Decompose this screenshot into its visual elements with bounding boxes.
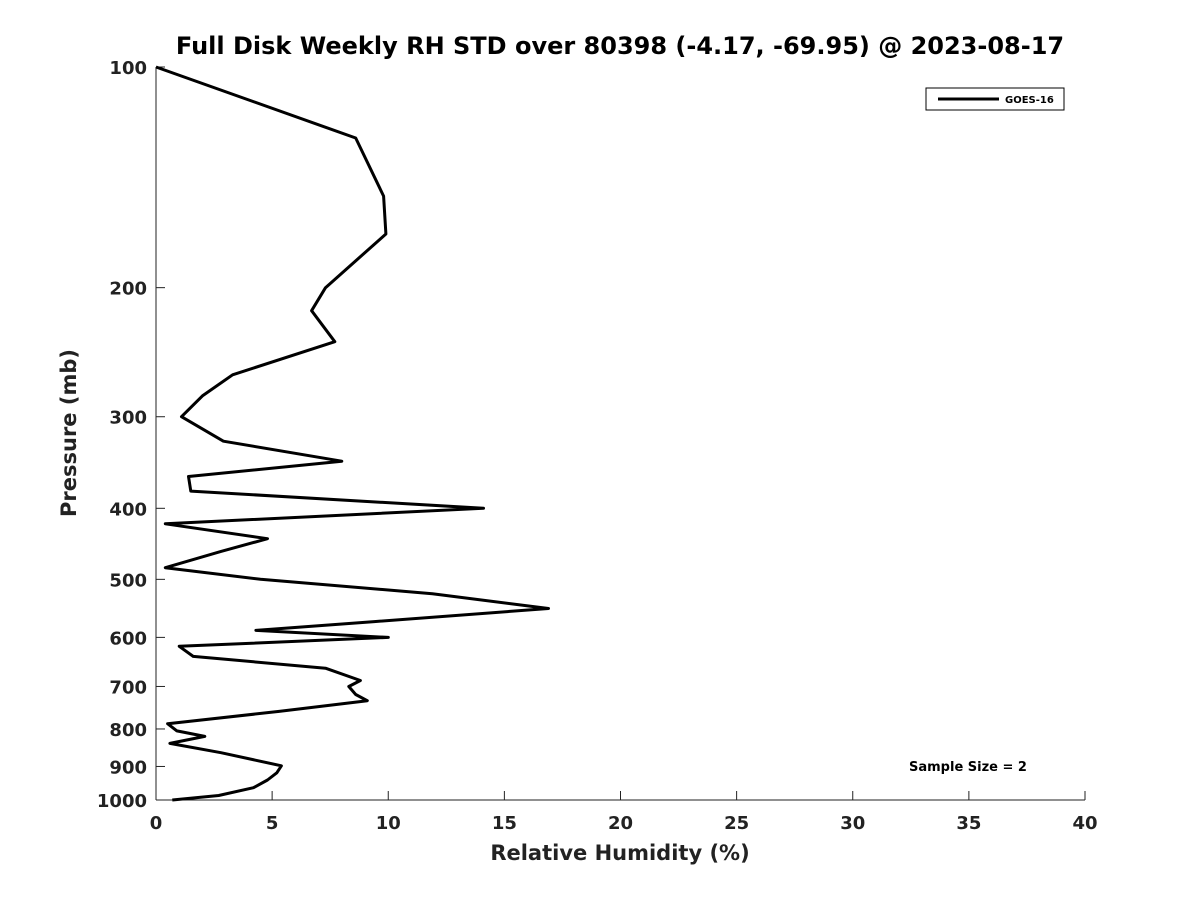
y-tick-label: 300 [109,408,147,429]
x-tick-label: 0 [150,813,163,834]
sample-size-annotation: Sample Size = 2 [909,760,1027,775]
y-axis-label: Pressure (mb) [57,349,81,517]
x-tick-label: 30 [840,813,865,834]
legend: GOES-16 [925,87,1065,111]
x-ticks: 0 5 10 15 20 25 30 35 40 [150,791,1098,834]
y-tick-label: 800 [109,720,147,741]
y-tick-label: 100 [109,58,147,79]
y-tick-label: 900 [109,757,147,778]
legend-label-goes-16: GOES-16 [1005,95,1054,106]
y-ticks: 100 200 300 400 500 600 700 800 900 1000 [97,58,165,812]
series-layer [155,65,550,802]
y-tick-label: 400 [109,499,147,520]
plot-area: 0 5 10 15 20 25 30 35 40 100 200 300 400 500 600 700 80… [97,58,1098,834]
x-tick-label: 5 [266,813,279,834]
x-tick-label: 15 [492,813,517,834]
chart-title: Full Disk Weekly RH STD over 80398 (-4.1… [176,32,1064,60]
y-tick-label: 500 [109,570,147,591]
x-axis-label: Relative Humidity (%) [490,841,749,865]
x-tick-label: 25 [724,813,749,834]
y-tick-label: 1000 [97,791,147,812]
y-tick-label: 700 [109,677,147,698]
x-tick-label: 40 [1072,813,1097,834]
x-tick-label: 10 [376,813,401,834]
series-line-goes-16 [155,65,550,802]
x-tick-label: 20 [608,813,633,834]
y-tick-label: 200 [109,279,147,300]
y-tick-label: 600 [109,628,147,649]
x-tick-label: 35 [956,813,981,834]
